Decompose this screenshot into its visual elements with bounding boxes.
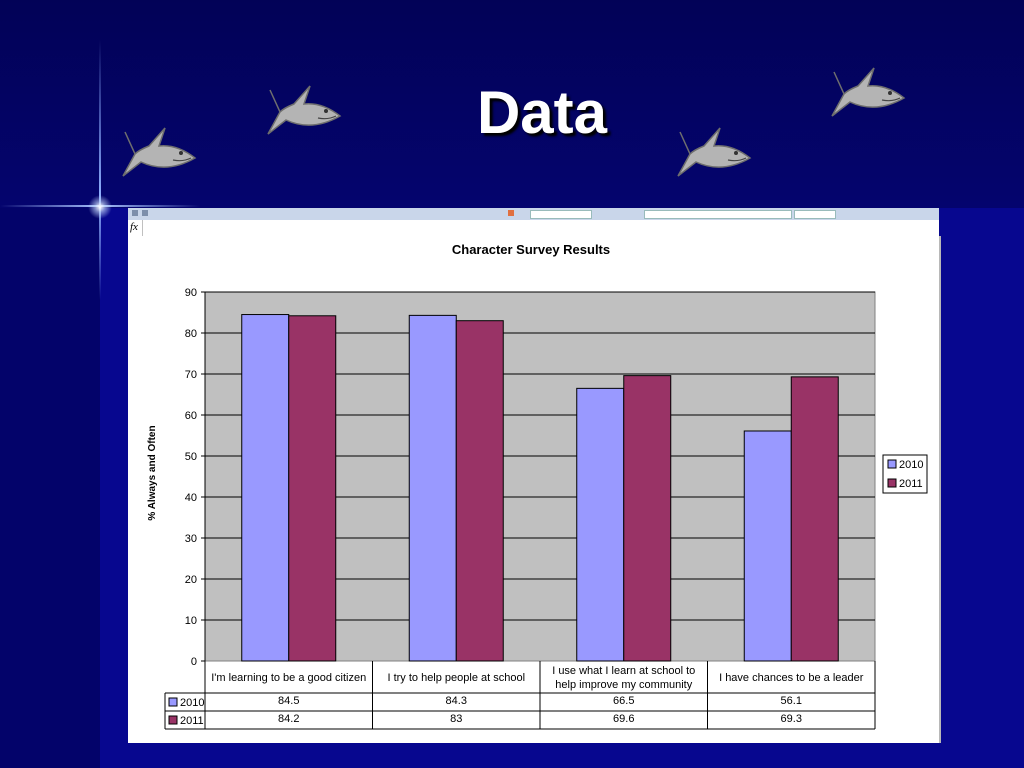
toolbar-icon[interactable] — [132, 210, 138, 216]
chart-title: Character Survey Results — [452, 242, 610, 257]
fx-label: fx — [130, 221, 138, 233]
category-label: help improve my community — [555, 679, 692, 691]
bar-2010 — [241, 314, 290, 662]
toolbar-icon[interactable] — [142, 210, 148, 216]
decor-vertical-line — [99, 40, 101, 300]
data-label: 84.3 — [446, 695, 467, 707]
slide-title: Data — [476, 79, 608, 146]
formula-bar-divider — [142, 220, 143, 236]
category-label: I have chances to be a leader — [719, 672, 864, 684]
toolbar-field[interactable] — [794, 210, 836, 219]
category-label: I try to help people at school — [387, 672, 525, 684]
legend-swatch — [887, 459, 897, 469]
table-legend-swatch — [168, 715, 178, 725]
data-label: 56.1 — [781, 695, 802, 707]
y-tick-label: 10 — [185, 615, 197, 627]
y-tick-label: 50 — [185, 451, 197, 463]
toolbar-field[interactable] — [530, 210, 592, 219]
category-label: I use what I learn at school to — [552, 665, 695, 677]
bar-2011 — [288, 315, 337, 662]
y-tick-label: 40 — [185, 492, 197, 504]
formula-bar[interactable]: fx — [128, 220, 939, 237]
y-tick-label: 60 — [185, 410, 197, 422]
legend-swatch — [887, 478, 897, 488]
legend-label: 2010 — [899, 459, 923, 471]
bar-2011 — [455, 320, 504, 662]
table-series-label: 2011 — [180, 715, 204, 727]
bar-2010 — [576, 387, 625, 662]
y-axis-label: % Always and Often — [147, 425, 158, 520]
data-label: 66.5 — [613, 695, 634, 707]
y-tick-label: 30 — [185, 533, 197, 545]
data-label: 83 — [450, 713, 462, 725]
shark-icon — [831, 67, 906, 117]
shark-icon — [677, 127, 752, 177]
y-tick-label: 20 — [185, 574, 197, 586]
chart-container: Character Survey Results % Always and Of… — [128, 236, 941, 743]
y-tick-label: 90 — [185, 287, 197, 299]
data-label: 84.2 — [278, 713, 299, 725]
data-label: 69.3 — [781, 713, 802, 725]
decor-star-flare — [88, 195, 112, 219]
category-label: I'm learning to be a good citizen — [211, 672, 366, 684]
table-series-label: 2010 — [180, 697, 204, 709]
bar-2011 — [790, 376, 839, 662]
table-legend-swatch — [168, 697, 178, 707]
shark-icon — [122, 127, 197, 177]
legend-label: 2011 — [899, 478, 923, 490]
bar-2010 — [408, 314, 457, 662]
toolbar-field[interactable] — [644, 210, 792, 219]
y-tick-label: 70 — [185, 369, 197, 381]
data-label: 84.5 — [278, 695, 299, 707]
plot-area: 0 10 20 30 40 50 60 70 80 90 I'm learning to be a … — [164, 287, 928, 730]
bar-2010 — [743, 430, 792, 662]
bar-2011 — [623, 375, 672, 662]
shark-icon — [267, 85, 342, 135]
y-tick-label: 80 — [185, 328, 197, 340]
toolbar-icon[interactable] — [508, 210, 514, 216]
chart-svg: Character Survey Results % Always and Of… — [147, 242, 928, 730]
data-label: 69.6 — [613, 713, 634, 725]
y-tick-label: 0 — [191, 656, 197, 668]
